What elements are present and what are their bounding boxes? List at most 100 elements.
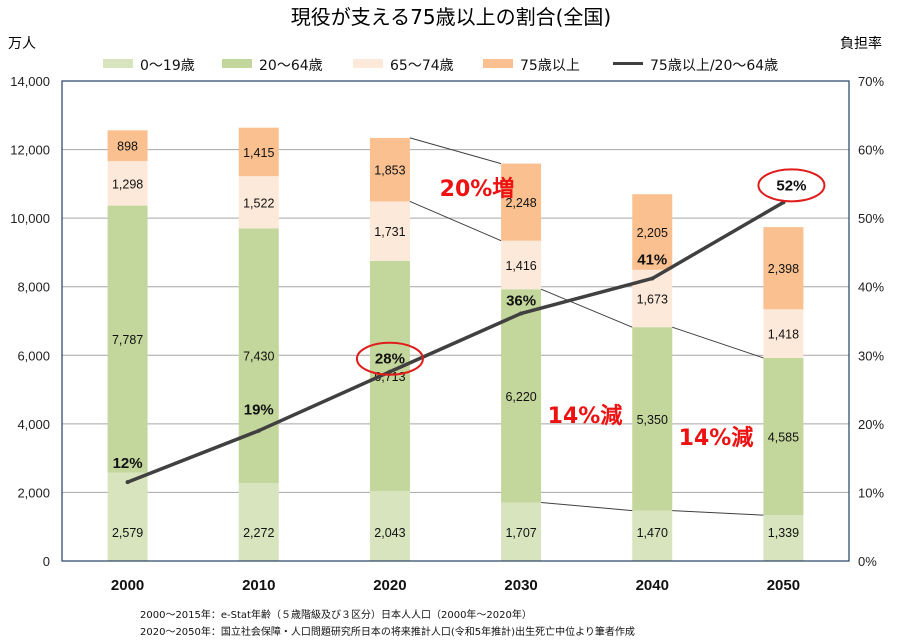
gridlines: 0 0% 2,000 10% 4,000 20% 6,000 30% 8,000 40% 10,00… [10, 74, 884, 569]
data-label: 2,248 [505, 196, 536, 210]
data-label: 1,707 [505, 526, 536, 540]
data-label: 1,416 [505, 259, 536, 273]
y-tick-label: 10,000 [10, 211, 50, 226]
annotations: 20%増 14%減 14%減 [440, 176, 754, 451]
data-label: 4,585 [768, 430, 799, 444]
data-label: 1,731 [374, 225, 405, 239]
plot-frame [61, 80, 850, 562]
connector-line [409, 200, 502, 242]
bar-segment [369, 201, 410, 261]
bar-segment [238, 483, 279, 561]
legend-swatch [103, 59, 133, 68]
y-tick-label: 6,000 [17, 348, 50, 363]
bar-segment [107, 205, 148, 473]
bar-segment [107, 161, 148, 206]
ratio-point [650, 276, 655, 281]
bar-segment [632, 510, 673, 561]
bars: 2000 2010 2020 2030 2040 2050 [107, 127, 804, 594]
legend-label: 75歳以上 [520, 58, 580, 74]
y2-tick-label: 20% [858, 417, 884, 432]
ratio-label: 41% [637, 251, 667, 268]
bar-segment [238, 176, 279, 229]
legend-label: 75歳以上/20〜64歳 [650, 58, 778, 74]
connector-line [672, 510, 764, 516]
connector-line [672, 326, 764, 359]
x-tick-label: 2050 [767, 577, 800, 594]
bar-segment [107, 130, 148, 162]
data-label: 5,350 [637, 413, 668, 427]
x-tick-label: 2010 [242, 577, 275, 594]
ratio-line-path [126, 200, 785, 484]
ratio-label: 36% [506, 292, 536, 309]
data-label: 1,415 [243, 146, 274, 160]
connector-line [541, 501, 633, 512]
source-note-1: 2000〜2015年：e-Stat年齢（５歳階級及び３区分）日本人人口（2000… [140, 608, 532, 621]
data-label: 1,418 [768, 328, 799, 342]
chart-title: 現役が支える75歳以上の割合(全国) [291, 5, 611, 29]
y2-tick-label: 10% [858, 485, 884, 500]
annotation-label: 14%減 [679, 426, 754, 451]
data-label: 898 [117, 140, 138, 154]
data-label: 1,298 [112, 177, 143, 191]
legend-label: 0〜19歳 [140, 58, 195, 74]
y2-tick-label: 70% [858, 74, 884, 89]
ratio-label: 28% [375, 351, 405, 368]
legend-label: 65〜74歳 [390, 58, 454, 74]
y2-tick-label: 30% [858, 348, 884, 363]
data-label: 6,220 [505, 390, 536, 404]
legend-swatch [353, 59, 383, 68]
data-label: 2,205 [637, 226, 668, 240]
data-label: 1,522 [243, 196, 274, 210]
bar-segment [763, 309, 804, 358]
y-tick-label: 8,000 [17, 280, 50, 295]
bar-segment [238, 228, 279, 484]
ratio-point [387, 369, 392, 374]
data-label: 2,579 [112, 526, 143, 540]
bar-segment [369, 137, 410, 202]
y2-axis-label: 負担率 [840, 35, 882, 52]
y-tick-label: 14,000 [10, 74, 50, 89]
y-tick-label: 12,000 [10, 143, 50, 158]
annotation-label: 14%減 [548, 404, 623, 429]
data-label: 1,470 [637, 526, 668, 540]
bar-segment [501, 289, 542, 503]
ratio-point [125, 480, 130, 485]
data-label: 7,787 [112, 333, 143, 347]
x-tick-label: 2020 [373, 577, 406, 594]
axes [61, 80, 850, 562]
y-tick-label: 0 [43, 554, 50, 569]
segment-labels: 2,579 7,787 1,298 898 2,272 7,430 1,522 1,415 2,… [112, 140, 799, 540]
bar-segment [501, 502, 542, 561]
y2-tick-label: 0% [858, 554, 877, 569]
y-tick-label: 4,000 [17, 417, 50, 432]
x-tick-label: 2030 [504, 577, 537, 594]
bar-segment [501, 240, 542, 290]
data-label: 1,673 [637, 292, 668, 306]
legend-swatch [483, 59, 513, 68]
bar-segment [632, 194, 673, 270]
legend: 0〜19歳 20〜64歳 65〜74歳 75歳以上 75歳以上/20〜64歳 [103, 58, 778, 74]
data-label: 2,398 [768, 262, 799, 276]
bar-segment [763, 357, 804, 516]
connector-line [540, 288, 633, 328]
annotation-label: 20%増 [440, 176, 515, 202]
data-label: 1,339 [768, 526, 799, 540]
ratio-label: 52% [776, 177, 806, 194]
bar-segment [632, 327, 673, 511]
y-tick-label: 2,000 [17, 485, 50, 500]
x-tick-label: 2000 [111, 577, 144, 594]
legend-swatch [222, 59, 252, 68]
bar-segment [238, 127, 279, 177]
legend-label: 20〜64歳 [259, 58, 323, 74]
y-axis-label: 万人 [8, 36, 36, 52]
data-label: 2,043 [374, 526, 405, 540]
data-label: 7,430 [243, 350, 274, 364]
bar-segment [501, 163, 542, 241]
highlight-ellipse [355, 341, 424, 376]
ratio-label: 19% [244, 402, 274, 419]
ratio-point [256, 428, 261, 433]
comparison-connectors [409, 137, 764, 516]
connector-line [409, 137, 502, 165]
data-label: 1,853 [374, 164, 405, 178]
x-tick-label: 2040 [636, 577, 669, 594]
